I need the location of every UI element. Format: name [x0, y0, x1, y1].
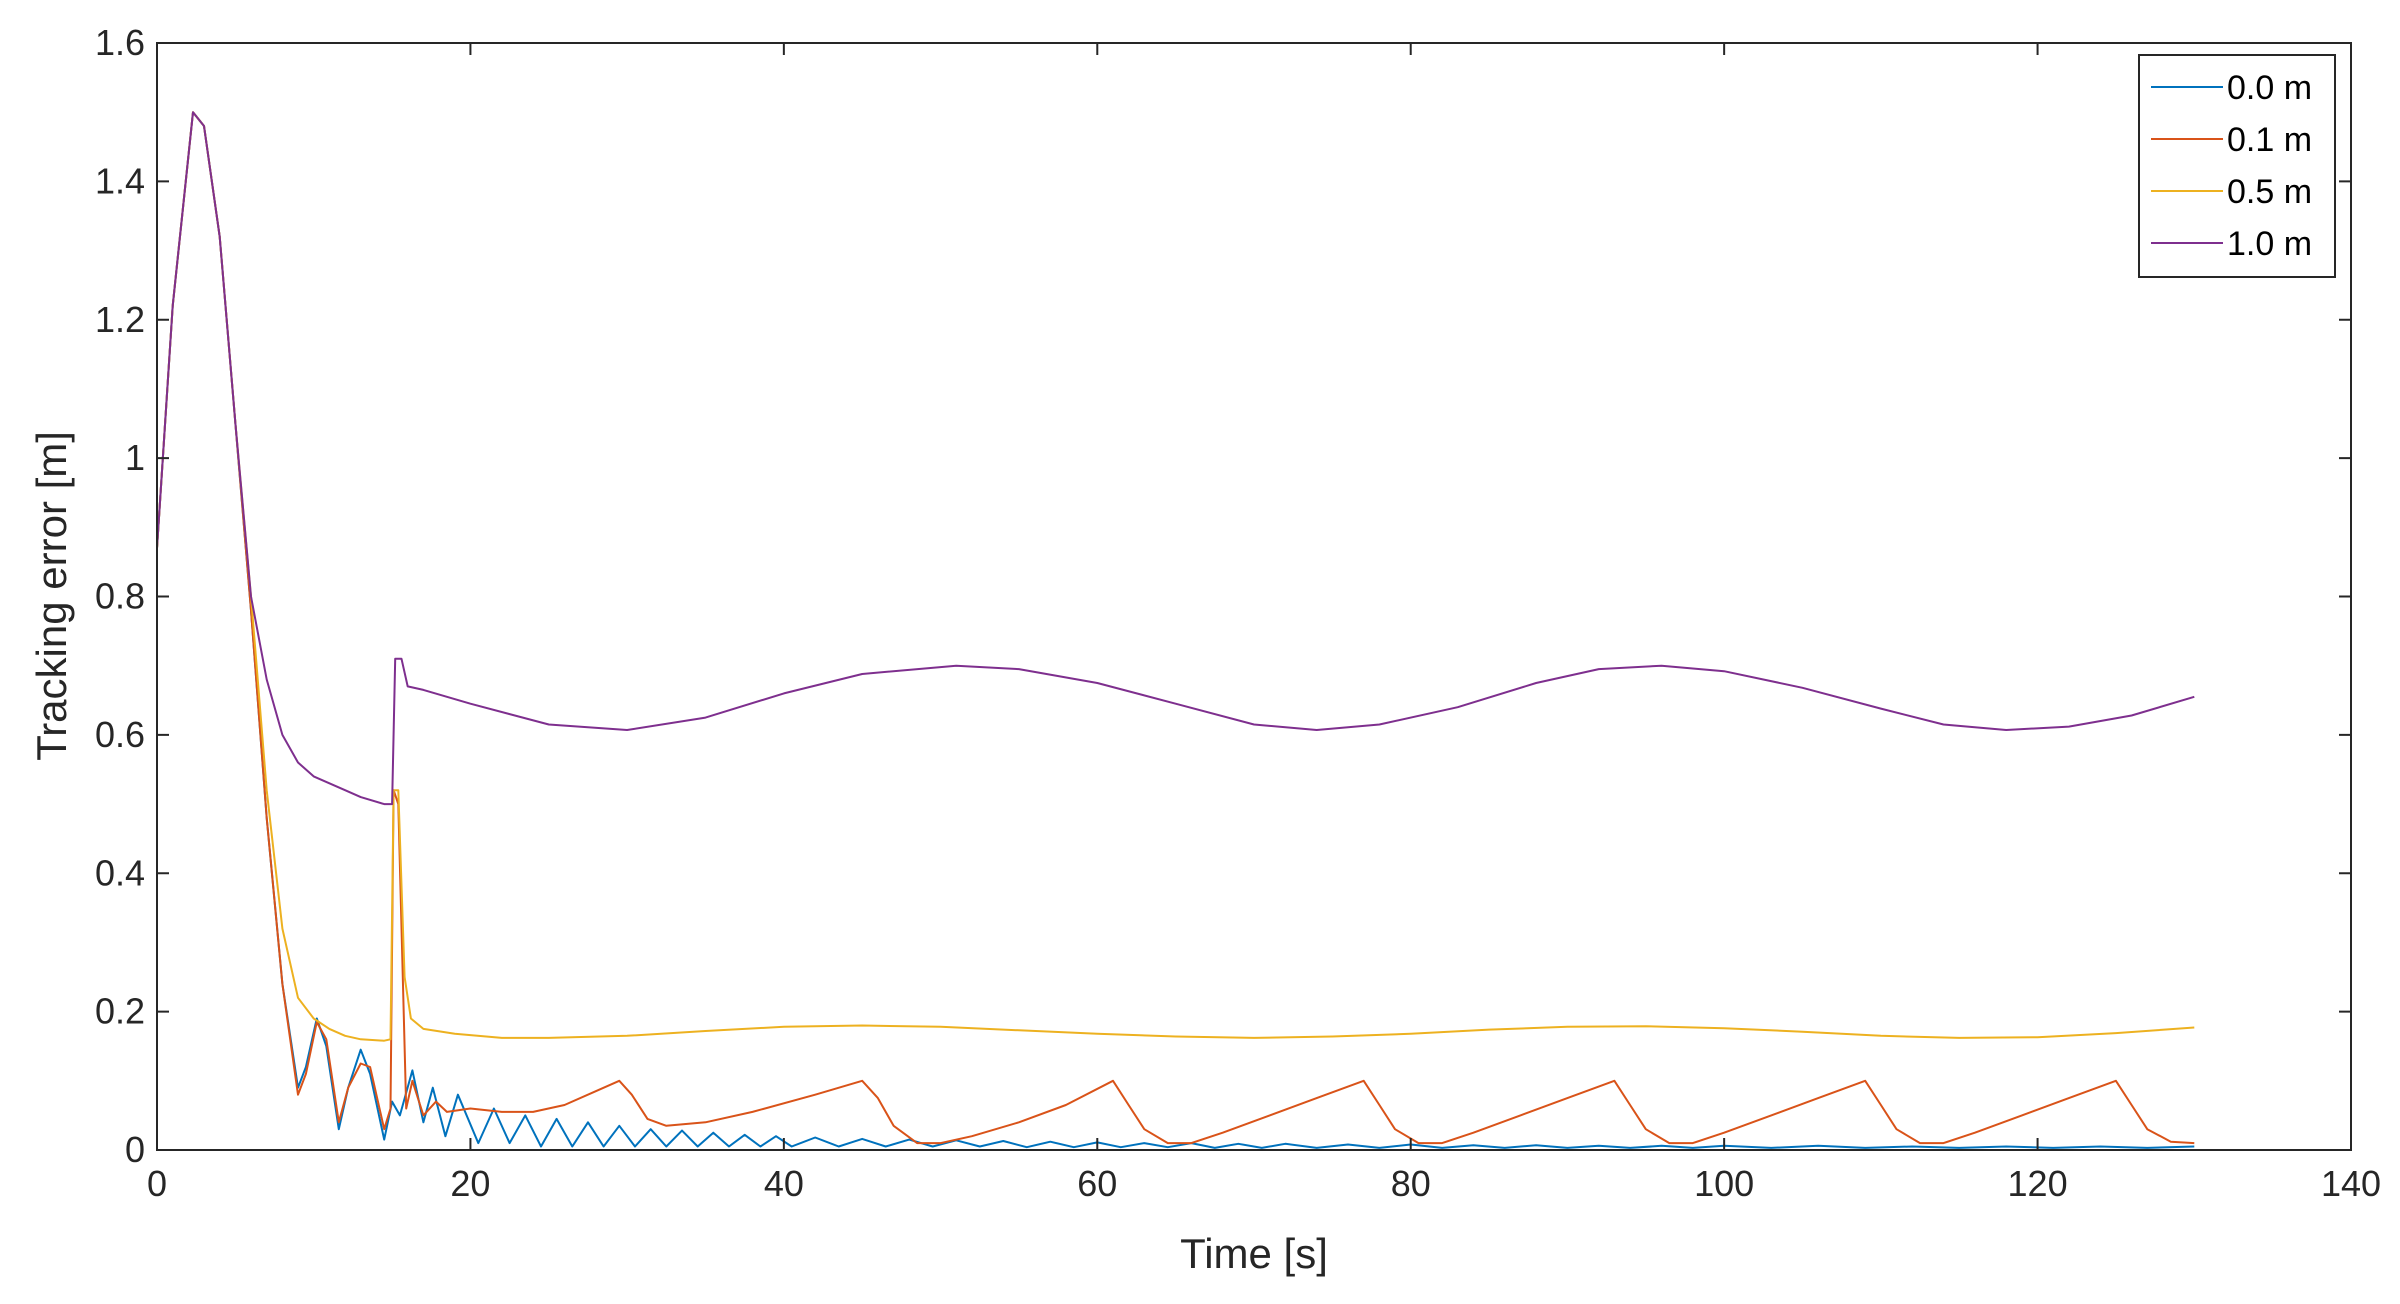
y-axis-title: Tracking error [m]: [28, 431, 75, 761]
x-tick-label: 40: [764, 1163, 804, 1204]
y-tick-label: 0.2: [95, 991, 145, 1032]
legend: 0.0 m 0.1 m 0.5 m 1.0 m: [2138, 54, 2336, 278]
legend-label: 0.1 m: [2227, 121, 2312, 159]
legend-label: 0.0 m: [2227, 69, 2312, 107]
x-tick-label: 100: [1694, 1163, 1754, 1204]
legend-box: [2138, 54, 2336, 278]
x-tick-label: 80: [1391, 1163, 1431, 1204]
y-tick-label: 1.6: [95, 22, 145, 63]
series-line-4: [156, 111, 2195, 806]
x-axis-title: Time [s]: [1180, 1230, 1328, 1277]
series-line-3: [156, 111, 2195, 1042]
y-tick-label: 1.4: [95, 160, 145, 201]
x-tick-label: 60: [1077, 1163, 1117, 1204]
x-tick-label: 140: [2321, 1163, 2381, 1204]
x-tick-label: 20: [450, 1163, 490, 1204]
legend-label: 0.5 m: [2227, 173, 2312, 211]
x-tick-label: 0: [147, 1163, 167, 1204]
legend-label: 1.0 m: [2227, 225, 2312, 263]
series-line-1: [156, 111, 2195, 1149]
ticks-layer: 0 20 40 60 80 100 120 140 0 0.2 0.4 0.6 0.8 1 1.2 1.4 1.…: [95, 22, 2381, 1204]
x-tick-label: 120: [2008, 1163, 2068, 1204]
plot-area: [157, 43, 2351, 1150]
series-line-2: [156, 111, 2195, 1145]
series-layer: [156, 111, 2195, 1149]
y-tick-label: 1.2: [95, 299, 145, 340]
y-tick-label: 0.4: [95, 852, 145, 893]
y-tick-label: 0.6: [95, 714, 145, 755]
y-tick-label: 0: [125, 1129, 145, 1170]
y-tick-label: 1: [125, 437, 145, 478]
y-tick-label: 0.8: [95, 576, 145, 617]
